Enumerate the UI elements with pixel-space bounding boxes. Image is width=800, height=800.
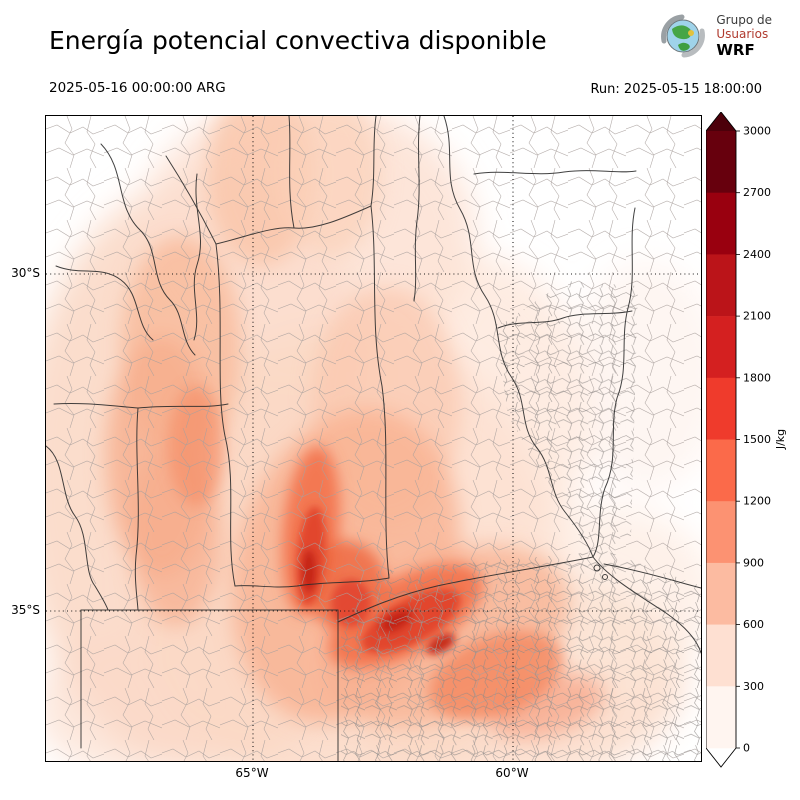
colorbar-tick-label: 1500 xyxy=(743,433,771,446)
colorbar: 3000 2700 2400 2100 1800 1500 1200 900 6… xyxy=(706,112,787,768)
map-svg xyxy=(46,116,701,761)
province-boundaries xyxy=(46,116,701,761)
colorbar-segment xyxy=(706,254,736,317)
colorbar-tick-label: 1200 xyxy=(743,495,771,508)
logo-line-2: Usuarios xyxy=(716,27,769,41)
colorbar-tick-label: 3000 xyxy=(743,125,771,138)
colorbar-tick-label: 600 xyxy=(743,618,764,631)
lat-label-35s: 35°S xyxy=(11,603,40,617)
colorbar-tick-label: 900 xyxy=(743,556,764,569)
lon-label-65w: 65°W xyxy=(235,766,269,780)
colorbar-tick-label: 300 xyxy=(743,680,764,693)
department-boundaries xyxy=(46,116,701,761)
logo-line-3: WRF xyxy=(716,41,755,60)
colorbar-segment xyxy=(706,624,736,687)
globe-icon xyxy=(661,14,706,58)
colorbar-segment xyxy=(706,316,736,379)
logo-text: Grupo de Usuarios WRF xyxy=(716,13,772,60)
logo-line-1: Grupo de xyxy=(716,12,772,27)
model-run-label: Run: 2025-05-15 18:00:00 xyxy=(590,82,762,97)
colorbar-unit-label: J/kg xyxy=(774,429,787,450)
colorbar-tick-label: 2400 xyxy=(743,248,771,261)
wrf-logo: Grupo de Usuarios WRF xyxy=(657,10,772,62)
colorbar-segment xyxy=(706,562,736,625)
colorbar-segment xyxy=(706,377,736,440)
valid-time-label: 2025-05-16 00:00:00 ARG xyxy=(49,80,226,96)
colorbar-segment xyxy=(706,131,736,193)
colorbar-tick-label: 2700 xyxy=(743,186,771,199)
colorbar-over-arrow xyxy=(706,112,736,131)
colorbar-tick-label: 2100 xyxy=(743,310,771,323)
colorbar-segment xyxy=(706,192,736,255)
colorbar-segments xyxy=(706,131,736,749)
colorbar-tick-label: 1800 xyxy=(743,371,771,384)
page-title: Energía potencial convectiva disponible xyxy=(49,26,547,55)
colorbar-ticks xyxy=(736,130,740,749)
weather-map xyxy=(45,115,702,762)
colorbar-tick-labels: 3000 2700 2400 2100 1800 1500 1200 900 6… xyxy=(743,125,771,755)
lon-label-60w: 60°W xyxy=(495,766,529,780)
colorbar-segment xyxy=(706,686,736,749)
colorbar-segment xyxy=(706,501,736,564)
colorbar-under-arrow xyxy=(706,748,736,767)
colorbar-segment xyxy=(706,439,736,502)
colorbar-tick-label: 0 xyxy=(743,742,750,755)
lat-label-30s: 30°S xyxy=(11,266,40,280)
